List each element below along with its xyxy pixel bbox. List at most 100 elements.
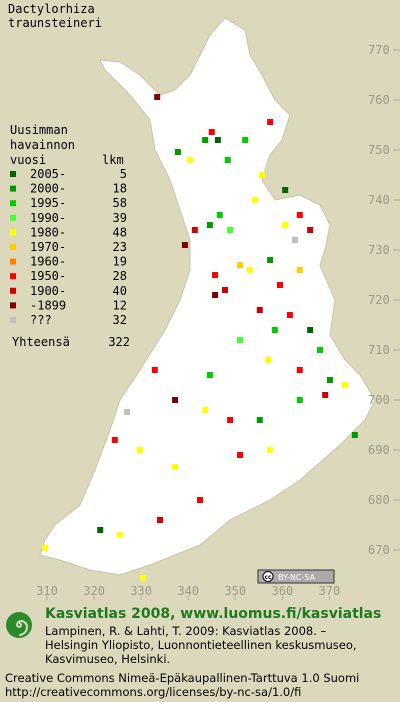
- legend-label: 2005-: [30, 167, 66, 181]
- citation-line: Helsingin Yliopisto, Luonnontieteellinen…: [45, 638, 357, 652]
- y-tick-label: 690: [368, 443, 390, 457]
- legend-heading: Uusimman: [10, 123, 68, 137]
- legend-count: 58: [113, 196, 127, 210]
- observation: [237, 262, 243, 268]
- legend-swatch: [10, 302, 16, 309]
- observation: [296, 367, 303, 373]
- footer-title[interactable]: Kasviatlas 2008, www.luomus.fi/kasviatla…: [45, 606, 381, 622]
- observation: [322, 392, 329, 398]
- legend-count: 19: [113, 255, 127, 269]
- title-line: Dactylorhiza: [8, 2, 95, 16]
- legend-year-header: vuosi: [10, 153, 46, 167]
- x-tick-label: 350: [224, 584, 246, 598]
- x-tick-label: 330: [130, 584, 152, 598]
- legend-swatch: [10, 185, 16, 192]
- observation: [242, 137, 249, 143]
- observation: [136, 447, 143, 453]
- observation: [282, 187, 289, 193]
- observation: [151, 367, 158, 373]
- observation: [256, 417, 263, 423]
- observation: [267, 119, 274, 125]
- observation: [307, 327, 314, 333]
- logo-spiral: [15, 619, 29, 636]
- observation: [227, 417, 234, 423]
- observation: [111, 437, 118, 443]
- y-tick-label: 700: [368, 393, 390, 407]
- x-tick-label: 320: [83, 584, 105, 598]
- observation: [214, 137, 221, 143]
- badge-frame: [257, 569, 335, 584]
- y-tick-label: 730: [368, 243, 390, 257]
- license-url[interactable]: http://creativecommons.org/licenses/by-n…: [5, 685, 301, 699]
- observation: [286, 312, 293, 318]
- x-tick-label: 360: [272, 584, 294, 598]
- legend-count: 12: [113, 298, 127, 312]
- y-tick-label: 750: [368, 143, 390, 157]
- finland-outline: [39, 17, 376, 576]
- y-tick-label: 770: [368, 43, 390, 57]
- observation: [202, 137, 209, 143]
- legend-swatch: [10, 244, 16, 250]
- legend-label: 1990-: [30, 211, 66, 225]
- observation: [212, 272, 219, 278]
- observation: [252, 197, 259, 203]
- observation: [124, 409, 131, 415]
- legend-count: 28: [113, 269, 127, 283]
- observation: [307, 227, 314, 233]
- observation: [172, 464, 179, 470]
- observation: [140, 575, 147, 581]
- observation: [212, 292, 219, 298]
- legend-count: 48: [113, 225, 127, 239]
- observation: [282, 222, 289, 228]
- legend-swatch: [10, 171, 16, 177]
- y-tick-label: 680: [368, 493, 390, 507]
- observation: [206, 222, 213, 228]
- legend-swatch: [10, 317, 16, 323]
- observation: [265, 357, 272, 363]
- observation: [154, 94, 161, 100]
- observation: [216, 212, 223, 218]
- badge-cc: cc: [264, 574, 272, 581]
- logo: [6, 612, 32, 638]
- observation: [206, 372, 213, 378]
- legend-label: 1980-: [30, 225, 66, 239]
- legend-total: 322: [108, 335, 130, 349]
- legend-label: 1900-: [30, 284, 66, 298]
- legend-swatch: [10, 214, 16, 221]
- legend-label: ???: [30, 313, 52, 327]
- observation: [296, 212, 303, 218]
- observation: [227, 227, 234, 233]
- legend-count: 5: [120, 167, 127, 181]
- observation: [292, 237, 299, 243]
- citation-line: Lampinen, R. & Lahti, T. 2009: Kasviatla…: [45, 624, 327, 638]
- observation: [97, 527, 104, 533]
- legend-swatch: [10, 287, 16, 294]
- legend-total-label: Yhteensä: [12, 335, 70, 349]
- observation: [187, 157, 194, 163]
- y-tick-label: 740: [368, 193, 390, 207]
- badge-text: BY-NC-SA: [278, 573, 316, 582]
- legend-label: 1950-: [30, 269, 66, 283]
- observation: [202, 407, 209, 413]
- legend-swatch: [10, 273, 16, 280]
- observation: [117, 532, 123, 538]
- observation: [237, 452, 243, 458]
- observation: [157, 517, 163, 523]
- legend-count: 32: [113, 313, 127, 327]
- cc-badge: cc BY-NC-SA: [257, 569, 335, 584]
- title-line: traunsteineri: [8, 16, 102, 30]
- observation: [172, 397, 179, 403]
- observation: [181, 242, 188, 248]
- observation: [341, 382, 348, 388]
- y-tick-label: 670: [368, 543, 390, 557]
- observation: [351, 432, 358, 438]
- y-tick-label: 710: [368, 343, 390, 357]
- observation: [317, 347, 323, 353]
- citation-line: Kasvimuseo, Helsinki.: [45, 652, 170, 666]
- observation: [259, 172, 266, 178]
- observation: [224, 157, 231, 163]
- badge-icon: [262, 571, 274, 582]
- y-tick-label: 760: [368, 93, 390, 107]
- legend-swatch: [10, 258, 16, 265]
- legend-label: 2000-: [30, 182, 66, 196]
